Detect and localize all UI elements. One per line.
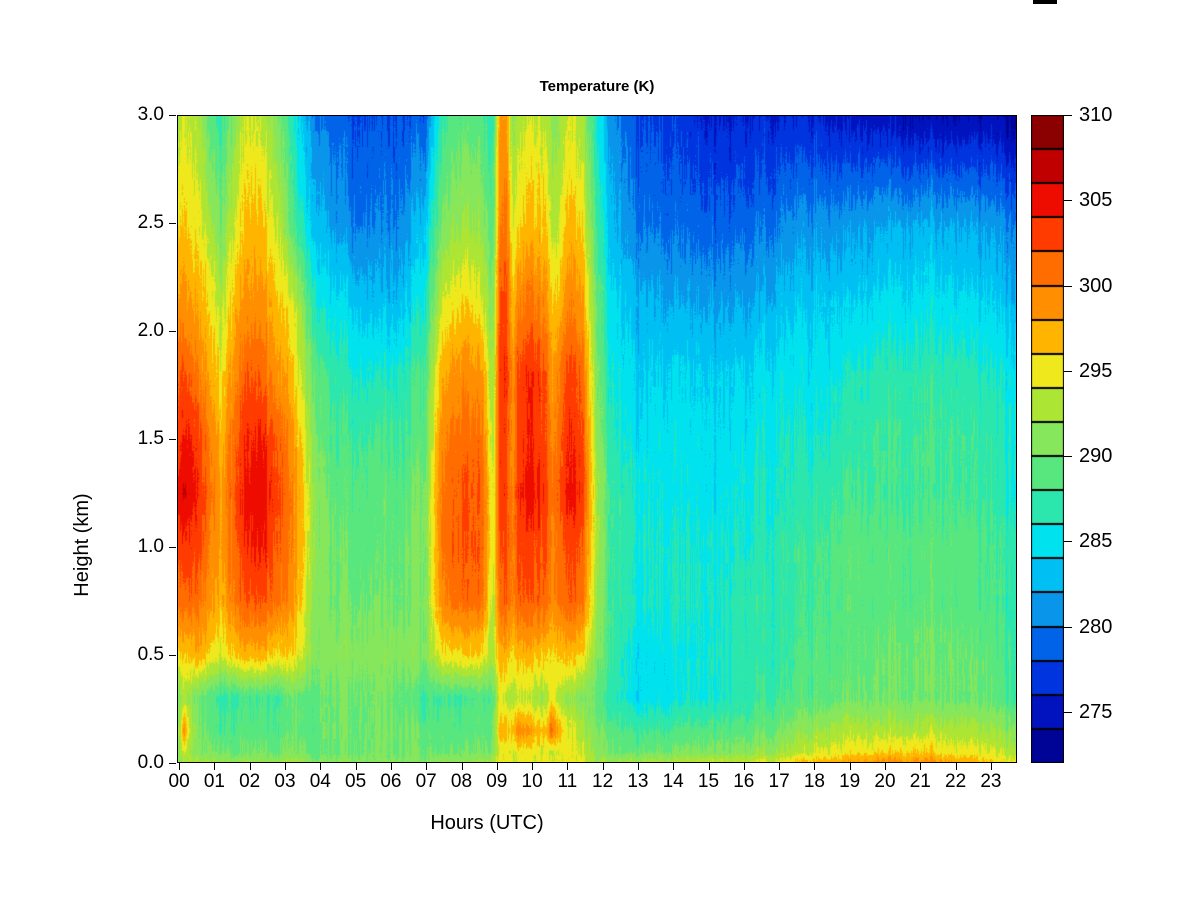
x-tick — [461, 763, 463, 770]
colorbar-tick — [1064, 541, 1072, 543]
x-tick-label: 00 — [168, 771, 190, 792]
x-tick-label: 13 — [627, 771, 649, 792]
x-tick — [814, 763, 816, 770]
x-tick-label: 07 — [415, 771, 437, 792]
x-tick — [779, 763, 781, 770]
colorbar-tick-label: 295 — [1079, 359, 1113, 382]
heatmap-canvas — [177, 115, 1017, 763]
x-tick-label: 08 — [450, 771, 473, 792]
x-tick — [885, 763, 886, 770]
colorbar-tick-label: 310 — [1079, 104, 1113, 126]
x-tick — [532, 763, 534, 770]
colorbar-tick — [1064, 200, 1072, 202]
x-tick-label: 17 — [768, 771, 790, 792]
y-tick-label: 3.0 — [137, 104, 164, 125]
x-tick — [214, 763, 216, 770]
window-artifact — [1033, 0, 1057, 4]
x-tick — [567, 763, 569, 770]
x-tick — [849, 763, 851, 770]
colorbar-tick — [1064, 115, 1072, 116]
x-tick-label: 12 — [592, 771, 614, 792]
x-tick-label: 16 — [733, 771, 755, 792]
y-tick-label: 1.0 — [137, 536, 164, 557]
x-tick — [955, 763, 957, 770]
y-tick — [169, 763, 176, 764]
x-tick — [249, 763, 251, 770]
colorbar-tick-label: 305 — [1079, 189, 1113, 212]
x-tick — [920, 763, 922, 770]
x-tick-label: 09 — [486, 771, 508, 792]
x-tick-label: 01 — [203, 771, 225, 792]
y-tick-label: 0.5 — [137, 644, 164, 665]
y-tick — [169, 331, 176, 332]
x-tick-label: 22 — [945, 771, 967, 792]
y-tick — [169, 439, 176, 440]
x-tick — [426, 763, 428, 770]
colorbar-tick-label: 275 — [1079, 700, 1113, 723]
x-tick-label: 10 — [521, 771, 543, 792]
x-tick-label: 11 — [557, 771, 578, 792]
x-tick-label: 02 — [239, 771, 261, 792]
x-tick-label: 18 — [803, 771, 825, 792]
colorbar — [1031, 115, 1064, 763]
x-tick — [355, 763, 357, 770]
x-tick — [743, 763, 745, 770]
x-tick — [990, 763, 992, 770]
x-tick — [179, 763, 181, 770]
x-tick — [637, 763, 639, 770]
x-axis-label: Hours (UTC) — [430, 812, 544, 834]
colorbar-tick-label: 280 — [1079, 615, 1113, 638]
x-tick-label: 04 — [309, 771, 331, 792]
y-tick-label: 0.0 — [137, 752, 164, 773]
x-tick — [708, 763, 710, 770]
y-tick — [169, 223, 176, 224]
y-axis-label: Height (km) — [71, 493, 93, 597]
chart-title: Temperature (K) — [539, 78, 655, 95]
y-tick-label: 1.5 — [137, 428, 164, 449]
x-tick — [320, 763, 322, 770]
colorbar-tick — [1064, 711, 1072, 713]
x-tick — [390, 763, 392, 770]
x-tick-label: 23 — [980, 771, 1002, 792]
x-tick-label: 06 — [380, 771, 402, 792]
x-tick-label: 20 — [874, 771, 896, 792]
colorbar-tick — [1064, 456, 1072, 458]
x-tick-label: 15 — [697, 771, 720, 792]
x-tick — [496, 763, 498, 770]
x-tick — [602, 763, 604, 770]
colorbar-tick-label: 290 — [1079, 445, 1113, 468]
x-tick-label: 21 — [909, 771, 931, 792]
y-tick — [169, 547, 176, 548]
colorbar-tick — [1064, 370, 1072, 372]
y-tick — [169, 655, 176, 656]
x-tick — [285, 763, 286, 770]
colorbar-tick — [1064, 626, 1072, 628]
y-tick-label: 2.5 — [137, 212, 164, 233]
x-tick-label: 05 — [345, 771, 367, 792]
x-tick — [673, 763, 675, 770]
x-tick-label: 14 — [662, 771, 684, 792]
x-tick-label: 03 — [274, 771, 296, 792]
x-tick-label: 19 — [839, 771, 861, 792]
colorbar-tick — [1064, 285, 1072, 287]
colorbar-tick-label: 300 — [1079, 274, 1113, 297]
colorbar-tick-label: 285 — [1079, 530, 1113, 553]
y-tick — [169, 115, 176, 116]
y-tick-label: 2.0 — [137, 320, 164, 341]
